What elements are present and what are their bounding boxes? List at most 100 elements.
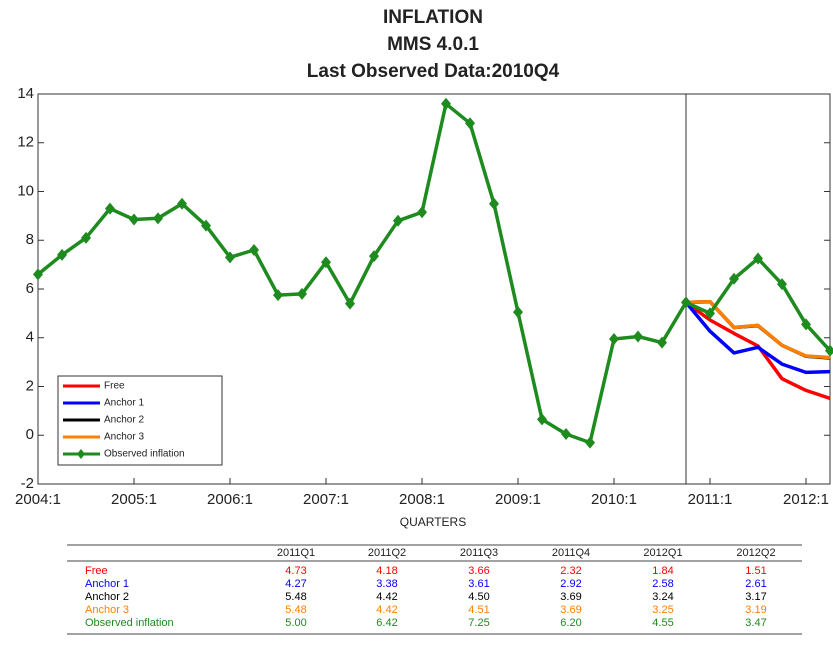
x-tick-label: 2009:1 (495, 491, 541, 508)
marker (561, 428, 571, 441)
marker (465, 117, 475, 130)
row-name: Observed inflation (85, 617, 174, 629)
table-cell: 3.25 (652, 604, 673, 616)
y-tick-label: 2 (26, 377, 34, 394)
chart-title: Last Observed Data:2010Q4 (307, 61, 560, 82)
x-tick-label: 2005:1 (111, 491, 157, 508)
series-line (684, 301, 831, 375)
y-tick-label: 10 (17, 182, 34, 199)
table-cell: 7.25 (468, 617, 489, 629)
marker (681, 296, 691, 309)
chart-title: INFLATION (383, 7, 483, 28)
legend-label: Observed inflation (104, 449, 185, 460)
table-cell: 3.17 (745, 591, 766, 603)
x-tick-label: 2012:1 (783, 491, 829, 508)
marker (105, 202, 115, 215)
series-line (36, 102, 832, 445)
table-header: 2012Q2 (736, 547, 775, 559)
marker (297, 287, 307, 300)
y-tick-label: 8 (26, 231, 34, 248)
table-cell: 3.69 (560, 591, 581, 603)
marker (537, 413, 547, 426)
table-cell: 6.42 (376, 617, 397, 629)
marker (249, 244, 259, 256)
table-header: 2011Q1 (277, 547, 315, 559)
marker (777, 278, 787, 291)
y-tick-label: 0 (26, 426, 34, 443)
table-header: 2011Q2 (368, 547, 406, 559)
marker (273, 289, 283, 302)
marker (57, 248, 67, 261)
x-tick-label: 2007:1 (303, 491, 349, 508)
table-header: 2011Q4 (552, 547, 590, 559)
marker (825, 344, 833, 357)
table-cell: 4.50 (468, 591, 489, 603)
table-cell: 4.73 (285, 565, 306, 577)
row-name: Free (85, 565, 108, 577)
legend-label: Anchor 3 (104, 432, 144, 443)
table-cell: 6.20 (560, 617, 581, 629)
marker (657, 336, 667, 349)
row-name: Anchor 1 (85, 578, 129, 590)
table-cell: 4.55 (652, 617, 673, 629)
table-cell: 3.47 (745, 617, 766, 629)
marker (33, 268, 43, 281)
marker (489, 197, 499, 210)
table-cell: 5.48 (285, 604, 306, 616)
marker (705, 307, 715, 320)
table-cell: 3.61 (468, 578, 489, 590)
x-axis-label: QUARTERS (400, 515, 466, 529)
legend: Free Anchor 1 Anchor 2 Anchor 3 Observed inf… (57, 375, 223, 466)
y-tick-label: 6 (26, 280, 34, 297)
marker (441, 97, 451, 110)
x-tick-label: 2006:1 (207, 491, 253, 508)
x-tick-label: 2010:1 (591, 491, 637, 508)
y-tick-label: 12 (17, 134, 34, 151)
table-cell: 2.58 (652, 578, 673, 590)
marker (633, 330, 643, 343)
table-cell: 4.42 (376, 604, 397, 616)
chart-title: MMS 4.0.1 (387, 34, 479, 55)
marker (129, 213, 139, 226)
series-line (685, 299, 831, 360)
marker (201, 219, 211, 232)
table-cell: 5.48 (285, 591, 306, 603)
table-header: 2011Q3 (460, 547, 498, 559)
x-tick-label: 2011:1 (688, 491, 733, 508)
legend-label: Anchor 1 (104, 398, 144, 409)
table-cell: 1.84 (652, 565, 673, 577)
marker (345, 297, 355, 310)
row-name: Anchor 3 (85, 604, 129, 616)
marker (177, 197, 187, 210)
table-cell: 3.69 (560, 604, 581, 616)
marker (513, 306, 523, 319)
table-cell: 3.66 (468, 565, 489, 577)
table-cell: 2.92 (560, 578, 581, 590)
table-cell: 4.42 (376, 591, 397, 603)
row-name: Anchor 2 (85, 591, 129, 603)
table-cell: 2.61 (745, 578, 766, 590)
marker (585, 436, 595, 449)
table-cell: 4.51 (468, 604, 489, 616)
legend-label: Anchor 2 (104, 415, 144, 426)
legend-marker (77, 449, 85, 459)
marker (801, 318, 811, 331)
marker (153, 212, 163, 225)
marker (225, 251, 235, 264)
table-cell: 1.51 (745, 565, 766, 577)
marker (81, 231, 91, 244)
marker (369, 250, 379, 263)
table-cell: 5.00 (285, 617, 306, 629)
table-cell: 2.32 (560, 565, 581, 577)
legend-label: Free (104, 381, 125, 392)
marker (321, 256, 331, 269)
marker (393, 214, 403, 227)
marker (753, 252, 763, 265)
marker (729, 272, 739, 285)
marker (609, 332, 619, 345)
x-tick-label: 2008:1 (399, 491, 445, 508)
table-cell: 4.27 (285, 578, 306, 590)
series-line (684, 300, 831, 401)
table-cell: 3.38 (376, 578, 397, 590)
